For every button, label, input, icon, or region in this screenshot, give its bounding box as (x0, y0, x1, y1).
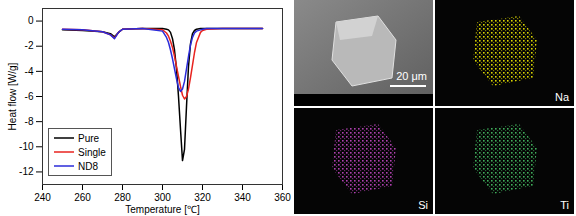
svg-text:-10: -10 (19, 141, 34, 152)
svg-text:-12: -12 (19, 166, 34, 177)
html-text:Pure: Pure (78, 132, 100, 144)
html-text:20 μm: 20 μm (396, 70, 427, 82)
svg-text:280: 280 (114, 192, 131, 203)
svg-text:260: 260 (74, 192, 91, 203)
svg-text:-6: -6 (25, 91, 34, 102)
svg-text:0: 0 (28, 15, 34, 26)
svg-text:240: 240 (34, 192, 51, 203)
html-text:Single: Single (78, 146, 106, 158)
html-text:Si: Si (418, 199, 428, 211)
svg-text:360: 360 (274, 192, 291, 203)
html-text:Na: Na (554, 91, 569, 103)
svg-text:300: 300 (154, 192, 171, 203)
svg-text:-8: -8 (25, 116, 34, 127)
html-text:Ti: Ti (560, 199, 569, 211)
svg-text:320: 320 (194, 192, 211, 203)
html-text:ND8: ND8 (78, 160, 98, 172)
svg-text:Heat flow [W/g]: Heat flow [W/g] (7, 62, 18, 130)
svg-text:-2: -2 (25, 40, 34, 51)
svg-text:-4: -4 (25, 66, 34, 77)
svg-text:Temperature [℃]: Temperature [℃] (125, 204, 200, 215)
svg-text:340: 340 (234, 192, 251, 203)
